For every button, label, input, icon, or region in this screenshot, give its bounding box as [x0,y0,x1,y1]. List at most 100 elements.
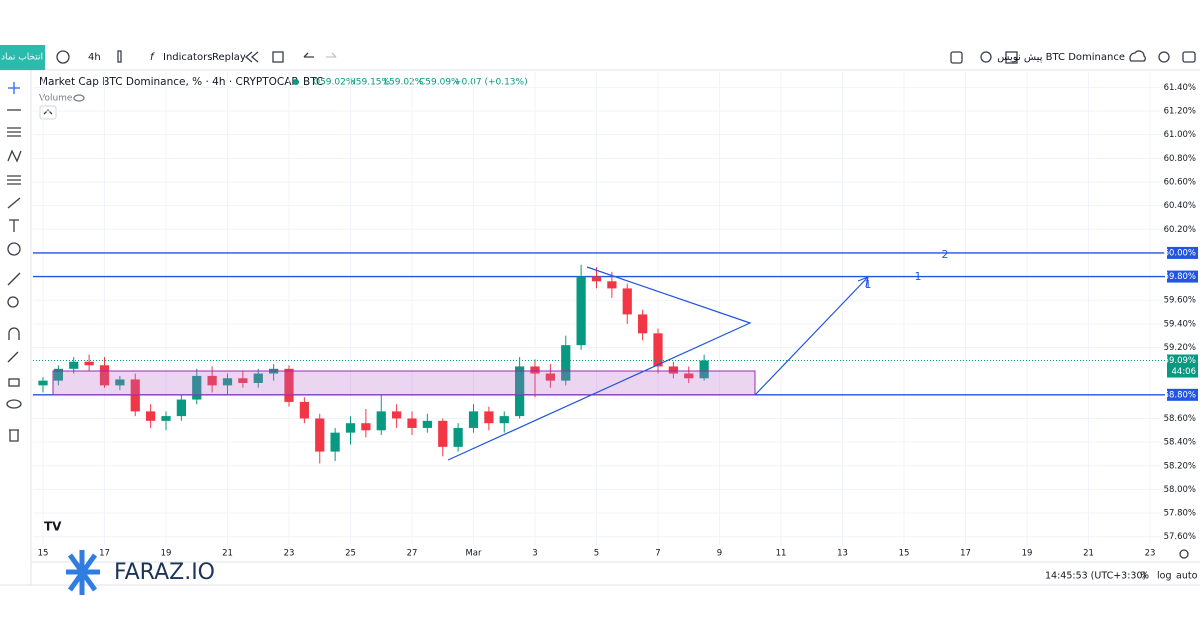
y-tick-label: 61.00% [1164,130,1196,140]
candle-body [653,333,663,367]
candle-body [84,361,94,366]
y-tick-label: 61.20% [1164,107,1196,117]
ohlc-close: C59.09% [419,78,460,88]
ohlc-low: L59.02% [384,78,424,88]
x-tick-label: 7 [655,549,660,559]
settings-icon[interactable] [1158,51,1170,63]
candle-body [607,281,617,289]
candle-body [407,418,417,428]
x-tick-label: 5 [594,549,599,559]
candle-body [591,276,602,282]
volume-eye[interactable] [73,94,85,102]
candle-body [668,366,678,374]
axis-settings[interactable] [1179,549,1189,559]
candle-body [38,380,48,386]
undo-icon[interactable] [303,52,314,58]
measure-tool[interactable] [7,272,21,286]
indicators[interactable]: Indicators [163,52,212,63]
toolbar [0,45,1200,70]
candle-body [222,378,233,386]
projection-tool[interactable] [7,175,21,185]
log-toggle[interactable]: log [1157,571,1171,582]
x-tick-label: 15 [899,549,910,559]
candle-body [345,423,356,433]
redo-icon[interactable] [326,52,337,58]
symbol-button[interactable] [0,45,45,70]
x-tick-label: 23 [284,549,295,559]
candle-body [361,423,371,431]
candle-body [299,401,309,419]
projection-arrow [754,276,869,396]
candle-body [99,365,110,386]
candle-body [192,375,202,400]
draw-mode-tool[interactable] [7,351,19,363]
y-tick-label: 58.00% [1164,485,1196,495]
symbol-title: Market Cap BTC Dominance, % · 4h · CRYPT… [39,76,323,88]
replay[interactable]: Replay [212,52,246,63]
candle-body [453,427,463,447]
x-tick-label: 13 [837,549,848,559]
countdown: 44:06 [1172,367,1197,377]
candle-body [53,368,63,381]
crosshair-tool[interactable] [8,82,20,94]
chart-area: 57.60% 57.80% 58.00% 58.20% 58.40% 58.60% 59.2… [33,72,1198,559]
search-icon[interactable] [980,51,992,63]
chart-type-icon[interactable] [117,50,122,63]
brush-tool[interactable] [7,197,21,209]
y-tick-label: 57.60% [1164,532,1196,542]
x-tick-label: 25 [345,549,356,559]
zoom-tool[interactable] [7,296,19,308]
layout-name[interactable]: پیش نویس BTC Dominance [997,52,1125,63]
symbol-button-label[interactable]: انتخاب نماد [1,53,43,63]
y-tick-label: 57.80% [1164,509,1196,519]
replay-icon[interactable] [244,51,259,63]
candle-body [176,399,186,417]
y-tick-label: 60.60% [1164,177,1196,187]
ohlc-open: O59.02% [313,78,355,88]
visibility-tool[interactable] [6,399,22,409]
icon-tool[interactable] [7,242,21,256]
level-tag [1167,270,1198,283]
pattern-tool[interactable] [7,149,22,163]
fib-tool[interactable] [7,127,21,137]
interval[interactable]: 4h [88,52,101,63]
x-tick-label: 3 [532,549,537,559]
fx-icon[interactable]: f [150,52,155,63]
lock-tool[interactable] [8,378,20,387]
ohlc-high: H59.15% [349,78,391,88]
x-tick-label: 17 [99,549,110,559]
y-tick-label: 60.20% [1164,225,1196,235]
drawing-label: 1 [865,278,872,291]
candle-body [484,411,494,424]
candle-body [438,420,448,447]
add-symbol-icon[interactable] [56,50,70,64]
cloud-icon[interactable] [1129,50,1146,62]
percent-toggle[interactable]: % [1140,571,1149,582]
x-tick-label: 27 [407,549,418,559]
candle-body [638,314,648,334]
checkbox-icon[interactable] [950,51,963,64]
magnet-tool[interactable] [8,327,20,340]
y-tick-label: 59.20% [1164,343,1196,353]
trash-tool[interactable] [9,429,19,442]
level-label: 58.80% [1164,390,1196,400]
candle-body [146,411,156,421]
auto-toggle[interactable]: auto [1176,571,1198,582]
x-tick-label: Mar [465,549,482,559]
candle-body [69,361,79,369]
candle-body [699,360,709,379]
layout-icon[interactable] [272,51,284,63]
camera-icon[interactable] [1182,51,1196,63]
y-tick-label: 60.80% [1164,154,1196,164]
collapse-icon[interactable] [43,109,53,115]
candle-body [499,416,509,424]
fullscreen-icon[interactable] [1005,51,1018,64]
y-tick-label: 59.40% [1164,319,1196,329]
text-tool[interactable] [9,219,19,232]
collapse-button[interactable] [39,105,57,120]
candle-body [238,378,248,383]
candle-body [161,416,171,421]
candle-body [253,373,263,383]
candle-body [207,375,217,386]
x-tick-label: 19 [1022,549,1033,559]
